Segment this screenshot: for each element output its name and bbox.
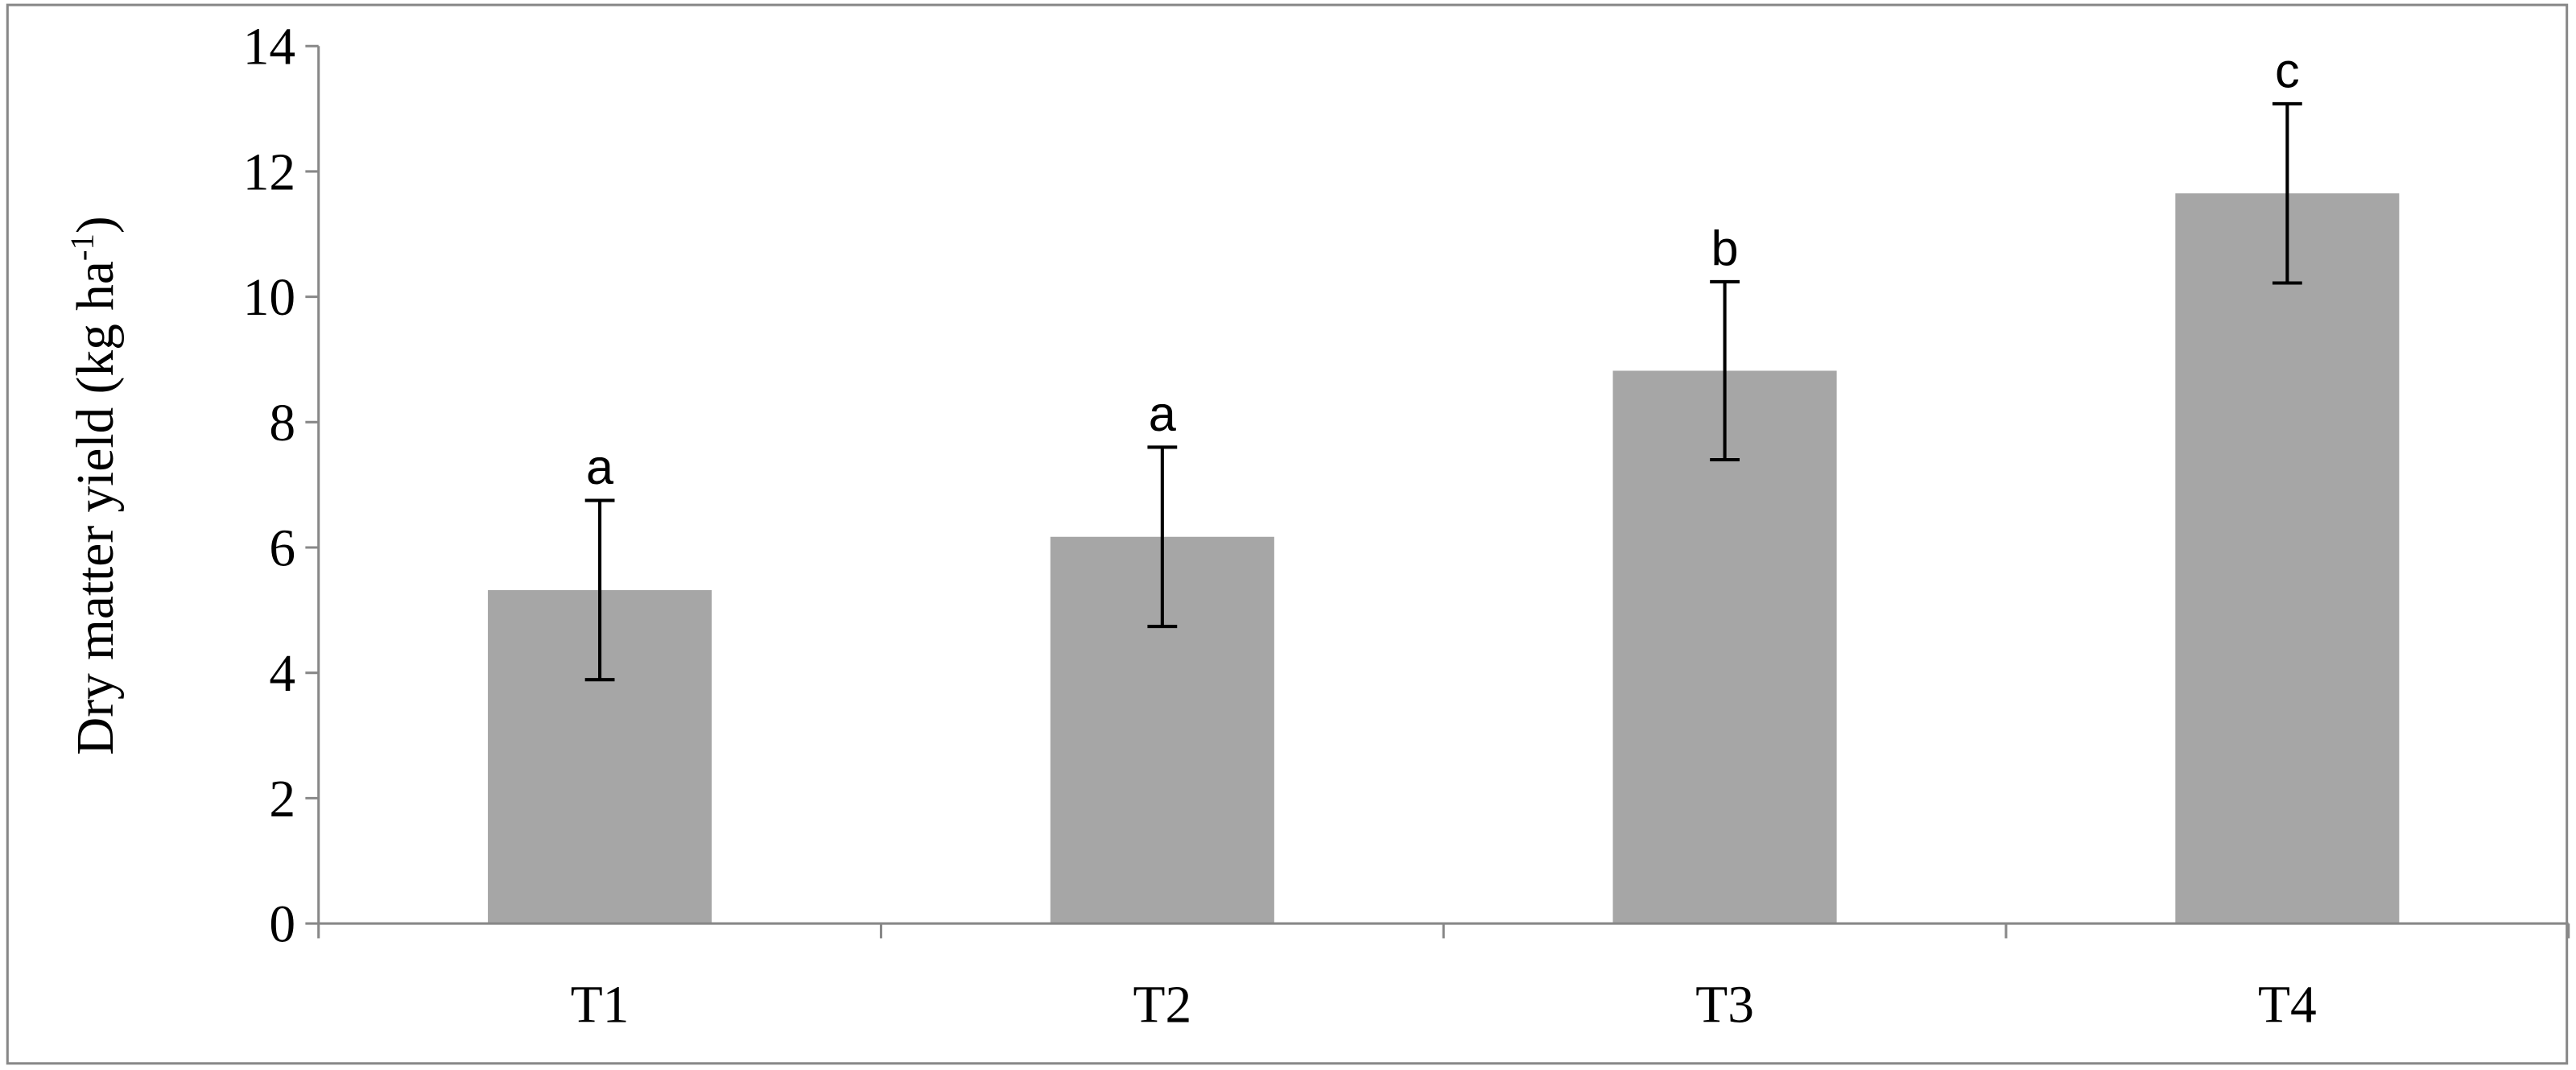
chart-frame xyxy=(6,3,2569,1065)
y-axis-label-text: Dry matter yield (kg ha xyxy=(67,261,125,755)
y-tick-label: 10 xyxy=(243,269,295,327)
significance-label: c xyxy=(2275,42,2300,97)
y-tick-label: 8 xyxy=(269,395,295,452)
bar xyxy=(2175,193,2400,924)
significance-label: a xyxy=(1149,386,1177,441)
x-tick-label: T1 xyxy=(571,977,630,1035)
x-tick-label: T3 xyxy=(1695,977,1754,1035)
significance-label: a xyxy=(586,439,614,494)
y-tick-label: 6 xyxy=(269,519,295,577)
y-tick-label: 4 xyxy=(269,645,295,703)
significance-label: b xyxy=(1711,220,1739,275)
y-axis-label-superscript: -1 xyxy=(64,233,101,261)
y-tick-label: 14 xyxy=(243,19,295,76)
y-tick-label: 0 xyxy=(269,896,295,954)
y-tick-label: 12 xyxy=(243,143,295,201)
x-tick-label: T2 xyxy=(1133,977,1192,1035)
y-tick-label: 2 xyxy=(269,770,295,828)
y-axis-label: Dry matter yield (kg ha-1) xyxy=(64,216,126,755)
y-axis-label-suffix: ) xyxy=(67,216,125,233)
bar xyxy=(1612,370,1837,924)
x-tick-label: T4 xyxy=(2258,977,2317,1035)
